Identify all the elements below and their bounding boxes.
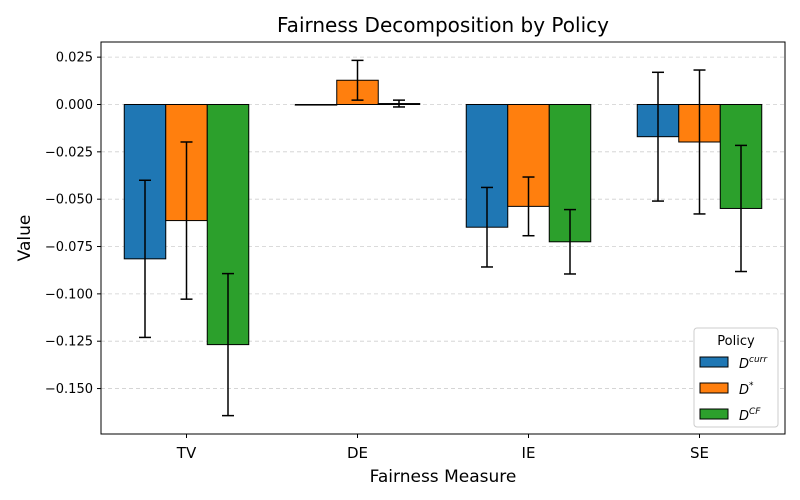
bars-layer <box>123 79 763 346</box>
legend-swatch <box>699 408 729 420</box>
legend-swatch <box>699 382 729 394</box>
x-axis: TV DE IE SE <box>176 434 709 462</box>
x-tick-label: SE <box>690 444 709 462</box>
y-tick-label: −0.125 <box>45 335 93 350</box>
legend-label-superscript: * <box>749 381 754 391</box>
y-tick-label: −0.150 <box>45 382 93 397</box>
y-tick-label: −0.100 <box>45 287 93 302</box>
y-tick-label: −0.050 <box>45 193 93 208</box>
bar <box>294 103 338 106</box>
chart-title: Fairness Decomposition by Policy <box>277 13 609 37</box>
legend-swatch <box>699 356 729 368</box>
x-tick-label: TV <box>176 444 197 462</box>
plot-frame <box>100 41 786 435</box>
legend-label-superscript: curr <box>749 355 768 365</box>
y-tick-label: 0.025 <box>56 51 93 66</box>
y-axis: 0.025 0.000 −0.025 −0.050 −0.075 −0.100 −0.125… <box>45 51 101 397</box>
legend-label-superscript: CF <box>749 407 761 417</box>
y-axis-label: Value <box>15 215 35 262</box>
error-bars-layer <box>139 59 747 417</box>
x-axis-label: Fairness Measure <box>370 467 517 487</box>
x-tick-label: DE <box>347 444 368 462</box>
y-tick-label: −0.075 <box>45 240 93 255</box>
y-tick-label: 0.000 <box>56 98 93 113</box>
y-tick-label: −0.025 <box>45 145 93 160</box>
x-tick-label: IE <box>522 444 536 462</box>
legend-title: Policy <box>717 334 755 349</box>
legend-box <box>693 327 779 428</box>
